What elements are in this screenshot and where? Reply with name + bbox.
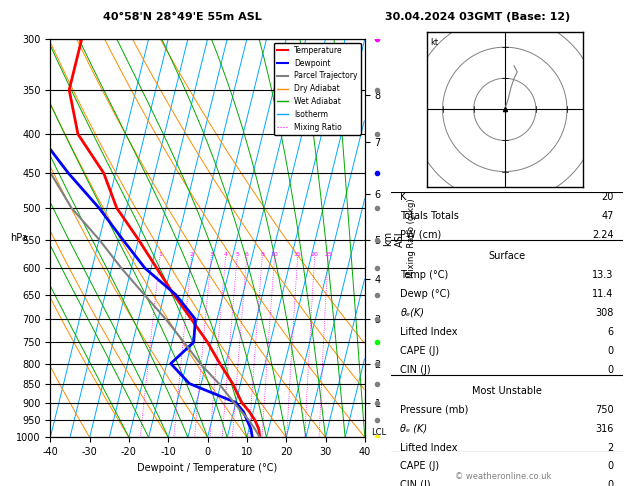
Text: θₑ (K): θₑ (K) bbox=[401, 423, 428, 434]
Text: 0: 0 bbox=[608, 481, 613, 486]
Text: Temp (°C): Temp (°C) bbox=[401, 270, 448, 280]
Text: 2: 2 bbox=[189, 252, 194, 257]
Text: © weatheronline.co.uk: © weatheronline.co.uk bbox=[455, 472, 552, 481]
Text: 4: 4 bbox=[224, 252, 228, 257]
Text: CAPE (J): CAPE (J) bbox=[401, 346, 440, 356]
Text: 1: 1 bbox=[158, 252, 162, 257]
Text: 20: 20 bbox=[601, 192, 613, 202]
Text: 11.4: 11.4 bbox=[592, 289, 613, 299]
Text: hPa: hPa bbox=[10, 233, 28, 243]
Text: 20: 20 bbox=[311, 252, 318, 257]
Text: 316: 316 bbox=[595, 423, 613, 434]
Legend: Temperature, Dewpoint, Parcel Trajectory, Dry Adiabat, Wet Adiabat, Isotherm, Mi: Temperature, Dewpoint, Parcel Trajectory… bbox=[274, 43, 361, 135]
Text: Totals Totals: Totals Totals bbox=[401, 211, 459, 221]
Text: 15: 15 bbox=[294, 252, 301, 257]
Text: 0: 0 bbox=[608, 364, 613, 375]
Text: 308: 308 bbox=[595, 308, 613, 318]
Text: 25: 25 bbox=[324, 252, 332, 257]
Text: CIN (J): CIN (J) bbox=[401, 364, 431, 375]
Text: 8: 8 bbox=[260, 252, 264, 257]
Text: Surface: Surface bbox=[488, 251, 526, 261]
Text: 3: 3 bbox=[209, 252, 213, 257]
X-axis label: Dewpoint / Temperature (°C): Dewpoint / Temperature (°C) bbox=[138, 463, 277, 473]
Text: 30.04.2024 03GMT (Base: 12): 30.04.2024 03GMT (Base: 12) bbox=[386, 12, 571, 22]
Text: 6: 6 bbox=[245, 252, 248, 257]
Y-axis label: km
ASL: km ASL bbox=[384, 229, 405, 247]
Text: 47: 47 bbox=[601, 211, 613, 221]
Text: 2: 2 bbox=[607, 443, 613, 452]
Text: 0: 0 bbox=[608, 462, 613, 471]
Text: Most Unstable: Most Unstable bbox=[472, 385, 542, 396]
Text: LCL: LCL bbox=[371, 428, 386, 437]
Text: 40°58'N 28°49'E 55m ASL: 40°58'N 28°49'E 55m ASL bbox=[103, 12, 262, 22]
Text: CIN (J): CIN (J) bbox=[401, 481, 431, 486]
Text: 2.24: 2.24 bbox=[592, 230, 613, 240]
Text: Dewp (°C): Dewp (°C) bbox=[401, 289, 450, 299]
Text: CAPE (J): CAPE (J) bbox=[401, 462, 440, 471]
Text: 5: 5 bbox=[235, 252, 239, 257]
Text: 10: 10 bbox=[270, 252, 279, 257]
Text: Lifted Index: Lifted Index bbox=[401, 327, 458, 337]
Text: K: K bbox=[401, 192, 407, 202]
Text: kt: kt bbox=[430, 38, 438, 47]
Text: Pressure (mb): Pressure (mb) bbox=[401, 404, 469, 415]
Text: θₑ(K): θₑ(K) bbox=[401, 308, 425, 318]
Text: 6: 6 bbox=[608, 327, 613, 337]
Text: PW (cm): PW (cm) bbox=[401, 230, 442, 240]
Text: Lifted Index: Lifted Index bbox=[401, 443, 458, 452]
Text: 750: 750 bbox=[595, 404, 613, 415]
Text: 13.3: 13.3 bbox=[592, 270, 613, 280]
Text: Mixing Ratio (g/kg): Mixing Ratio (g/kg) bbox=[408, 198, 416, 278]
Text: 0: 0 bbox=[608, 346, 613, 356]
